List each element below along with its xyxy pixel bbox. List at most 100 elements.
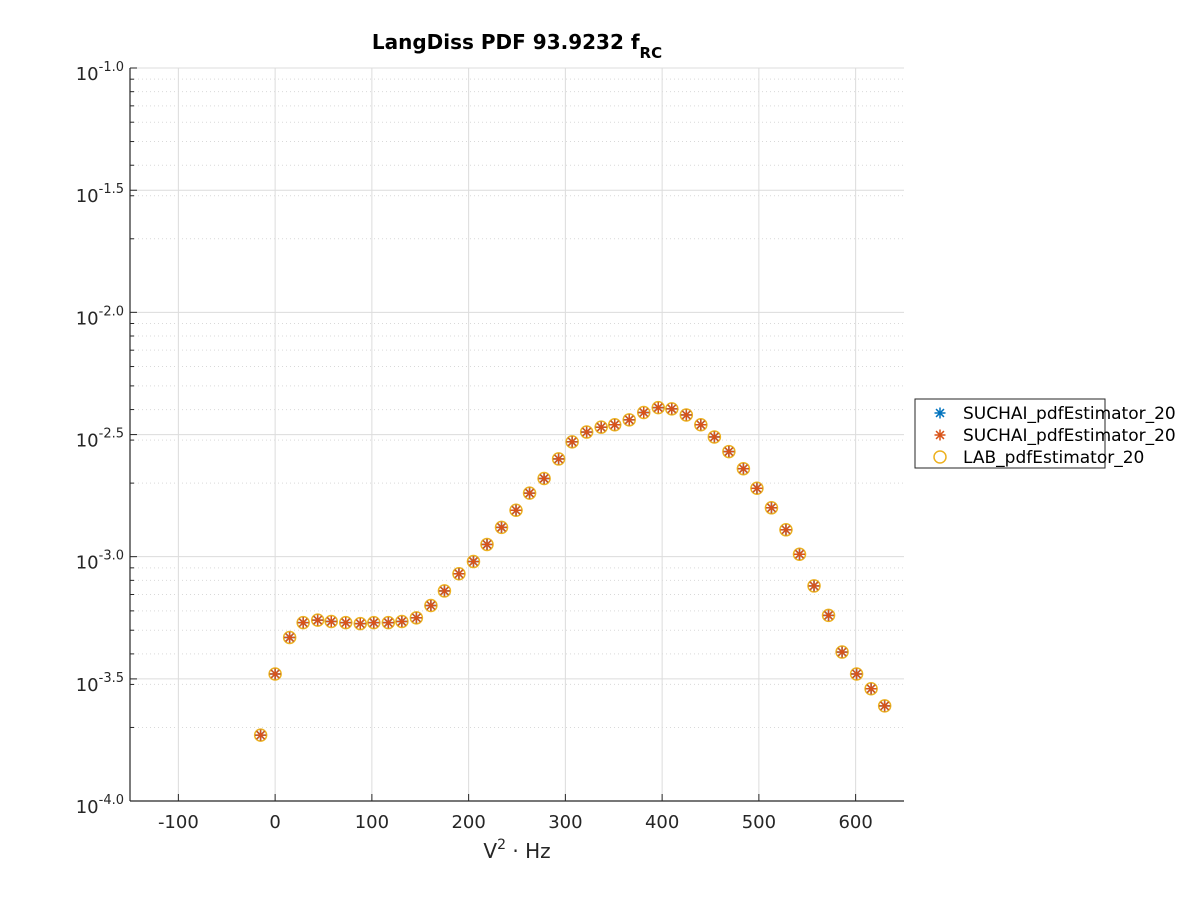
axes-frame	[129, 67, 904, 802]
lab-point	[622, 413, 636, 427]
lab-point	[821, 608, 836, 623]
lab-point	[253, 728, 268, 742]
suchai-point-2	[823, 609, 835, 621]
legend-label: SUCHAI_pdfEstimator_20	[963, 404, 1176, 424]
lab-point	[339, 615, 353, 630]
x-tick-label: -100	[158, 812, 199, 833]
x-tick-label: 200	[451, 812, 485, 833]
lab-point	[381, 615, 396, 630]
lab-point	[679, 408, 694, 422]
suchai-point-2	[255, 729, 267, 741]
suchai-point-2	[666, 403, 678, 415]
legend-label: SUCHAI_pdfEstimator_20	[963, 426, 1176, 446]
suchai-point-2	[723, 446, 735, 458]
legend-marker-circle	[933, 450, 947, 464]
minor-grid	[130, 78, 904, 728]
suchai-point-2	[425, 600, 437, 612]
lab-point	[409, 611, 424, 625]
suchai-point-2	[297, 617, 309, 629]
suchai-point-2	[808, 580, 820, 592]
lab-point	[807, 579, 821, 593]
lab-point	[651, 400, 666, 415]
lab-point	[779, 523, 793, 537]
lab-point	[594, 420, 608, 434]
lab-point	[665, 402, 679, 416]
suchai-point-2	[284, 631, 296, 643]
lab-point	[636, 405, 651, 420]
suchai-point-2	[652, 402, 664, 414]
legend-marker-asterisk	[934, 407, 946, 419]
suchai-point-2	[794, 548, 806, 560]
lab-point	[694, 417, 708, 432]
suchai-point-2	[566, 436, 578, 448]
x-tick-label: 100	[355, 812, 389, 833]
suchai-point-2	[438, 585, 450, 597]
suchai-point-2	[312, 614, 324, 626]
chart-title: LangDiss PDF 93.9232 fRC	[372, 30, 662, 62]
suchai-point-2	[638, 407, 650, 419]
lab-point	[353, 616, 368, 631]
lab-point	[835, 645, 849, 659]
suchai-point-2	[354, 618, 366, 630]
lab-point	[268, 667, 282, 681]
lab-point	[537, 471, 551, 486]
lab-point	[764, 501, 779, 515]
x-tick-labels: -100 0 100 200 300 400 500 600	[158, 812, 873, 833]
lab-point	[509, 503, 523, 517]
x-tick-label: 500	[742, 812, 776, 833]
major-grid	[130, 67, 904, 802]
suchai-point-2	[538, 472, 550, 484]
suchai-point-2	[609, 419, 621, 431]
suchai-point-2	[496, 521, 508, 533]
y-tick-label: 10-1.0	[76, 60, 124, 85]
y-tick-label: 10-1.5	[76, 182, 124, 207]
suchai-point-2	[695, 419, 707, 431]
suchai-point-2	[865, 683, 877, 695]
y-tick-label: 10-3.0	[76, 549, 124, 574]
suchai-point-2	[836, 646, 848, 658]
lab-point	[877, 699, 892, 713]
lab-point	[750, 481, 764, 496]
lab-point	[424, 598, 438, 613]
suchai-point-2	[467, 556, 479, 568]
lab-point	[722, 444, 736, 459]
suchai-point-2	[481, 538, 493, 550]
x-axis-label: V2 · Hz	[483, 837, 550, 863]
lab-point	[494, 520, 509, 535]
y-tick-label: 10-2.5	[76, 427, 124, 452]
suchai-point-2	[368, 617, 380, 629]
lab-point	[565, 435, 579, 449]
suchai-point-2	[595, 421, 607, 433]
y-tick-label: 10-4.0	[76, 793, 124, 818]
suchai-point-2	[382, 617, 394, 629]
lab-point	[522, 486, 537, 500]
lab-point	[437, 584, 452, 598]
lab-point	[849, 667, 864, 681]
y-tick-labels: 10-4.0 10-3.5 10-3.0 10-2.5 10-2.0 10-1.5 10-1…	[76, 60, 124, 818]
data-points	[253, 400, 892, 742]
lab-point	[296, 615, 310, 630]
lab-point	[607, 417, 622, 432]
lab-point	[551, 452, 566, 466]
suchai-point-2	[623, 414, 635, 426]
legend-label: LAB_pdfEstimator_20	[963, 448, 1144, 468]
suchai-point-2	[851, 668, 863, 680]
x-tick-label: 400	[645, 812, 679, 833]
suchai-point-2	[396, 615, 408, 627]
suchai-point-2	[553, 453, 565, 465]
suchai-point-2	[751, 482, 763, 494]
lab-point	[395, 614, 409, 629]
lab-point	[324, 614, 338, 629]
lab-point	[282, 630, 297, 645]
lab-point	[466, 554, 481, 569]
lab-point	[480, 537, 494, 552]
lab-point	[792, 547, 807, 562]
suchai-point-2	[410, 612, 422, 624]
suchai-point-2	[453, 568, 465, 580]
suchai-point-2	[708, 431, 720, 443]
suchai-point-2	[780, 524, 792, 536]
lab-point	[367, 615, 381, 630]
lab-point	[579, 425, 594, 439]
suchai-point-2	[340, 617, 352, 629]
